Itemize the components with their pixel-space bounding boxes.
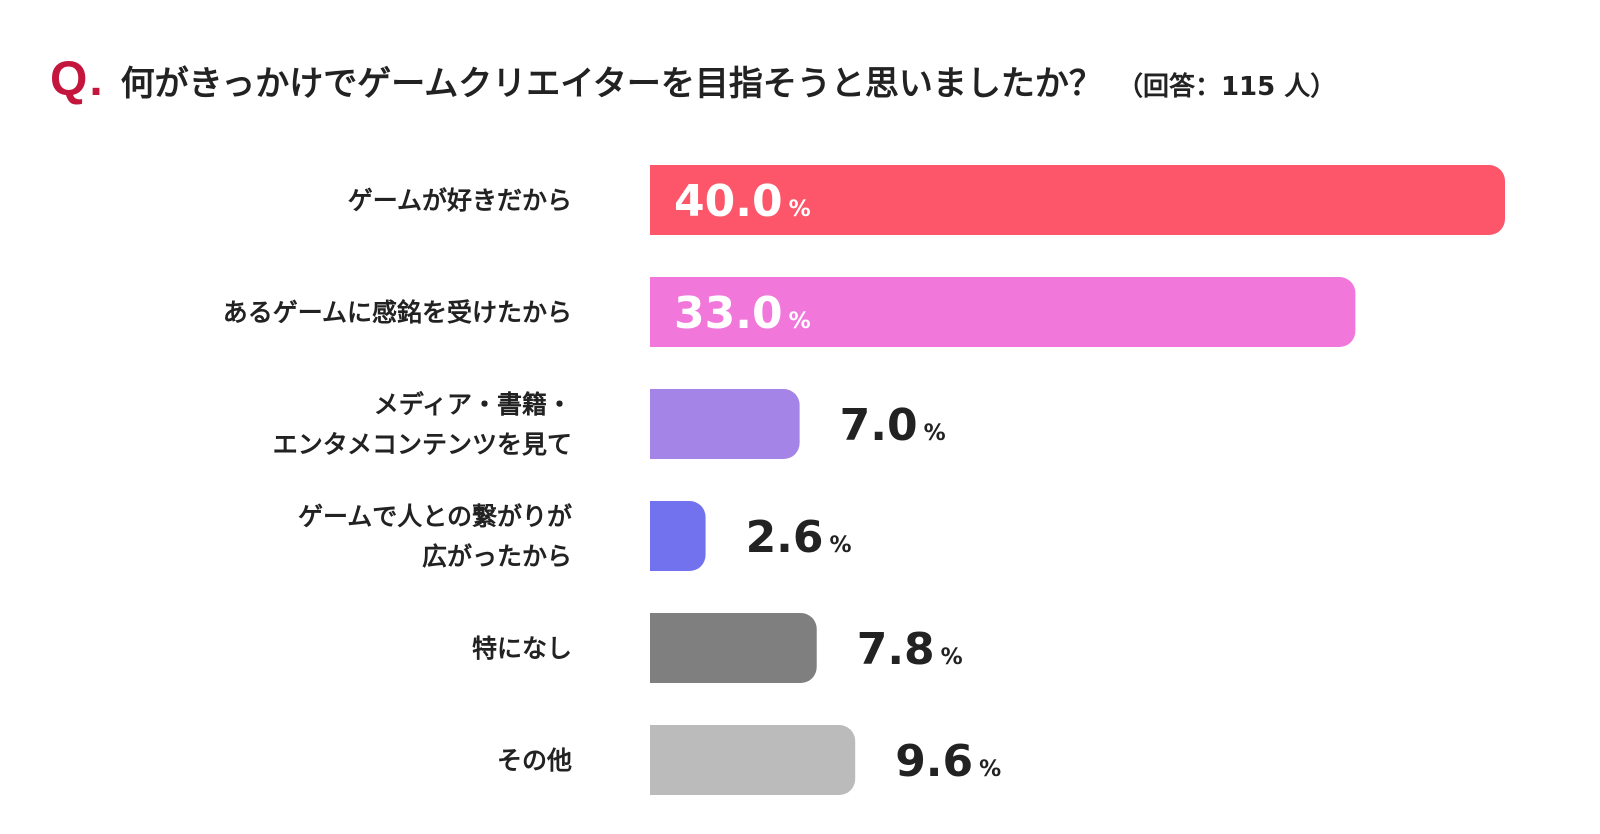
question-mark-label: Q. <box>50 53 105 106</box>
respondent-count: （回答：115 人） <box>1116 72 1337 102</box>
question-text: 何がきっかけでゲームクリエイターを目指そうと思いましたか？ <box>120 64 1103 104</box>
value-label-4: 2.6% <box>746 512 852 563</box>
bar-3 <box>650 389 800 459</box>
bar-6 <box>650 725 856 795</box>
value-label-2: 33.0% <box>674 288 811 339</box>
value-label-1: 40.0% <box>674 176 811 227</box>
bar-4 <box>650 501 706 571</box>
category-label-1: ゲームが好きだから <box>348 186 572 215</box>
value-label-5: 7.8% <box>857 624 963 675</box>
category-label-4: ゲームで人との繋がりが広がったから <box>298 502 572 571</box>
category-label-6: その他 <box>497 746 572 775</box>
category-label-2: あるゲームに感銘を受けたから <box>223 298 572 327</box>
bar-2 <box>650 277 1356 347</box>
value-label-3: 7.0% <box>840 400 946 451</box>
bar-1 <box>650 165 1505 235</box>
chart-title: Q. 何がきっかけでゲームクリエイターを目指そうと思いましたか？ （回答：115… <box>50 52 1336 107</box>
bar-5 <box>650 613 817 683</box>
category-label-5: 特になし <box>472 634 572 663</box>
value-label-6: 9.6% <box>895 736 1001 787</box>
category-label-3: メディア・書籍・エンタメコンテンツを見て <box>273 390 572 459</box>
